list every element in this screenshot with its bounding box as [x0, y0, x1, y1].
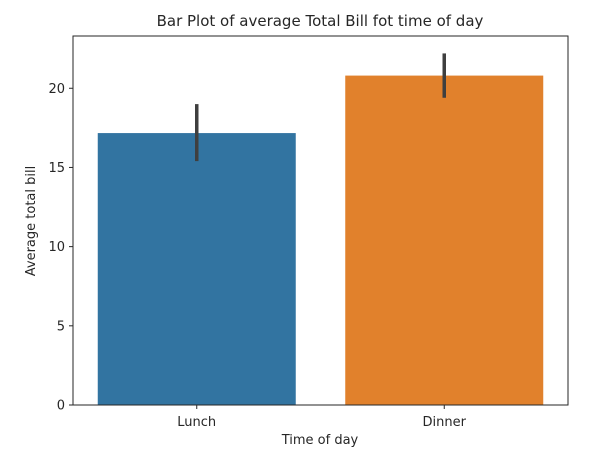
y-tick-label-10: 10	[48, 240, 65, 255]
chart-title: Bar Plot of average Total Bill fot time …	[157, 12, 484, 30]
error-bars-layer	[195, 53, 446, 162]
plot-frame	[72, 35, 569, 406]
y-axis-label: Average total bill	[24, 166, 39, 276]
x-tick-label-dinner: Dinner	[423, 415, 467, 430]
bar-dinner	[345, 75, 544, 405]
y-tick-label-5: 5	[57, 319, 65, 334]
x-axis-ticks: Lunch Dinner	[177, 405, 467, 430]
y-tick-label-0: 0	[57, 399, 65, 414]
y-axis-ticks: 0 5 10 15 20	[48, 82, 73, 414]
y-tick-label-15: 15	[48, 161, 65, 176]
bar-lunch	[97, 133, 296, 405]
x-tick-label-lunch: Lunch	[177, 415, 216, 430]
y-tick-label-20: 20	[48, 82, 65, 97]
x-axis-label: Time of day	[281, 433, 359, 448]
bars-layer	[97, 75, 544, 405]
